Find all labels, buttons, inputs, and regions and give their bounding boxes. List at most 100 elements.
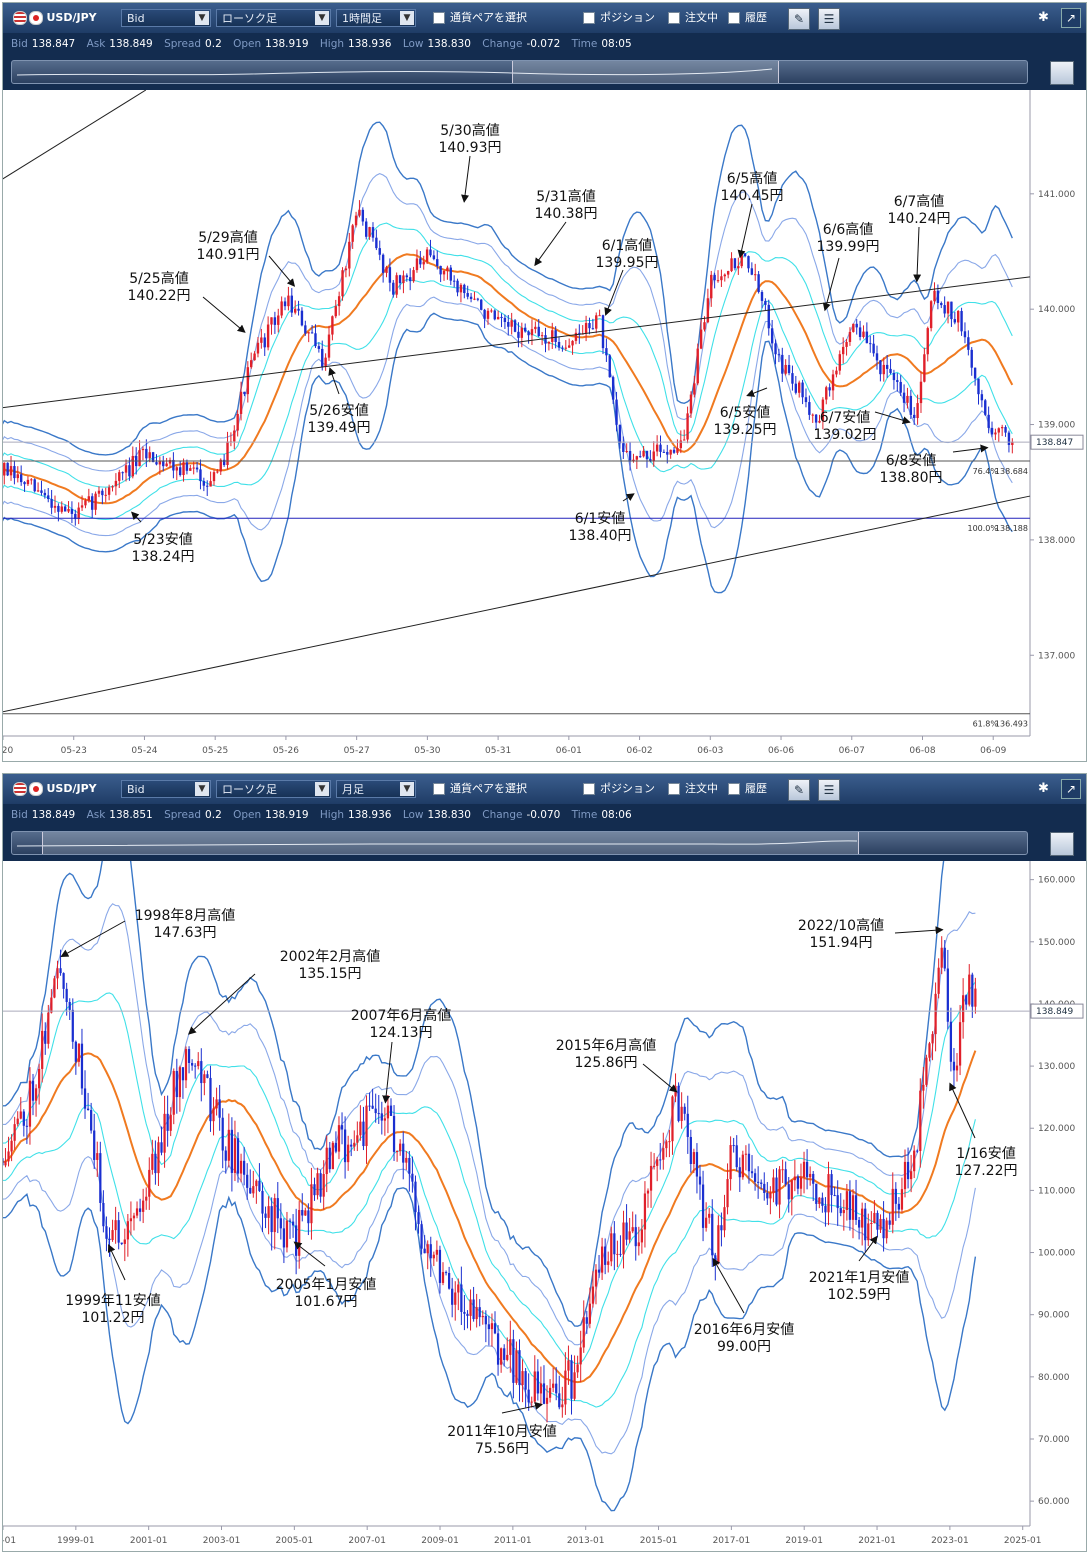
chart-type-select[interactable]: ローソク足 ▼ [216, 9, 331, 27]
candle [358, 200, 361, 218]
zoom-icon[interactable] [1050, 61, 1074, 85]
candle [1007, 430, 1011, 453]
candle [882, 1201, 885, 1252]
candle [386, 1095, 390, 1134]
timeframe-select[interactable]: 月足 ▼ [336, 780, 416, 798]
navigator-window[interactable] [42, 832, 859, 854]
candle [637, 1226, 640, 1256]
candle [610, 1226, 613, 1267]
price-type-select[interactable]: Bid ▼ [121, 9, 211, 27]
zoom-icon[interactable] [1050, 832, 1074, 856]
candle [148, 446, 151, 463]
select-pair-button[interactable]: 通貨ペアを選択 [433, 9, 527, 27]
candle [165, 457, 168, 467]
candle [818, 1197, 821, 1209]
annotation-value: 140.45円 [721, 188, 784, 204]
candle-body [933, 290, 936, 302]
candle [102, 1190, 105, 1233]
candle [943, 940, 946, 972]
candle-body [481, 1315, 484, 1318]
candle [353, 1130, 356, 1151]
candle [114, 473, 118, 496]
candle-body [419, 258, 422, 265]
candle-body [249, 1187, 252, 1194]
candle [10, 1134, 13, 1162]
candle [956, 310, 960, 332]
candle [802, 1151, 806, 1194]
candle [476, 297, 480, 302]
high-label: High [319, 38, 345, 50]
draw-tool-icon[interactable]: ✎ [788, 779, 810, 801]
candle [123, 1228, 126, 1262]
candle-body [885, 1220, 888, 1239]
popout-icon[interactable]: ↗ [1061, 8, 1081, 28]
chevron-down-icon: ▼ [400, 782, 414, 796]
gear-icon[interactable]: ✱ [1038, 10, 1049, 25]
candle [622, 436, 625, 460]
candle-body [258, 1180, 261, 1191]
candle-body [642, 450, 645, 457]
candle-body [530, 329, 534, 336]
gear-icon[interactable]: ✱ [1038, 781, 1049, 796]
candle-body [121, 472, 124, 474]
timeframe-select[interactable]: 1時間足 ▼ [336, 9, 416, 27]
navigator-scrollbar[interactable] [11, 831, 1028, 855]
annotation-label: 2007年6月高値 [351, 1007, 452, 1024]
indicator-list-icon[interactable]: ☰ [818, 8, 840, 30]
select-pair-button[interactable]: 通貨ペアを選択 [433, 780, 527, 798]
candle [764, 298, 767, 311]
price-type-select[interactable]: Bid ▼ [121, 780, 211, 798]
candle [351, 223, 354, 249]
candle-body [38, 1068, 41, 1089]
candle [478, 1299, 481, 1327]
monthly-candlestick-chart[interactable]: 60.000 70.000 80.000 90.000 100.000 110.000 12… [3, 861, 1086, 1551]
candle-body [184, 1049, 188, 1081]
navigator-window[interactable] [512, 61, 779, 83]
candle-body [361, 209, 365, 222]
candle [619, 1235, 622, 1257]
orders-toggle[interactable]: 注文中 [668, 780, 718, 798]
pair-indicator[interactable]: USD/JPY [13, 9, 97, 27]
candle-body [209, 1077, 212, 1122]
candle-body [456, 280, 459, 293]
candle-body [117, 1220, 120, 1243]
candle-body [307, 1210, 310, 1224]
candle [280, 296, 283, 319]
orders-toggle[interactable]: 注文中 [668, 9, 718, 27]
candle [544, 327, 547, 353]
candle-body [331, 1142, 334, 1170]
candle-body [483, 309, 486, 319]
candle-body [943, 947, 946, 969]
current-price-label: 138.849 [1036, 1007, 1073, 1017]
candle-body [692, 1152, 696, 1164]
candle-body [936, 290, 940, 303]
position-toggle[interactable]: ポジション [583, 780, 655, 798]
history-toggle[interactable]: 履歴 [728, 9, 767, 27]
indicator-list-icon[interactable]: ☰ [818, 779, 840, 801]
candle [138, 440, 141, 467]
chart-type-select[interactable]: ローソク足 ▼ [216, 780, 331, 798]
position-toggle[interactable]: ポジション [583, 9, 655, 27]
candle [845, 1184, 848, 1221]
candle [439, 265, 442, 283]
candle [524, 323, 527, 333]
candle [591, 1271, 595, 1308]
candle-body [557, 341, 561, 348]
orders-label: 注文中 [685, 11, 718, 24]
chevron-down-icon: ▼ [195, 782, 209, 796]
annotation-label: 6/6高値 [823, 221, 874, 238]
candle-body [233, 430, 236, 442]
navigator-scrollbar[interactable] [11, 60, 1028, 84]
popout-icon[interactable]: ↗ [1061, 779, 1081, 799]
candle-body [894, 1188, 897, 1204]
candle [518, 1339, 521, 1402]
history-toggle[interactable]: 履歴 [728, 780, 767, 798]
candle-body [838, 354, 841, 371]
candle [68, 998, 71, 1021]
hourly-candlestick-chart[interactable]: 137.000 138.000 139.000 140.000 141.000 5-20 0… [3, 90, 1086, 761]
candle-body [101, 490, 104, 496]
pair-indicator[interactable]: USD/JPY [13, 780, 97, 798]
draw-tool-icon[interactable]: ✎ [788, 8, 810, 30]
candle-body [984, 400, 987, 415]
